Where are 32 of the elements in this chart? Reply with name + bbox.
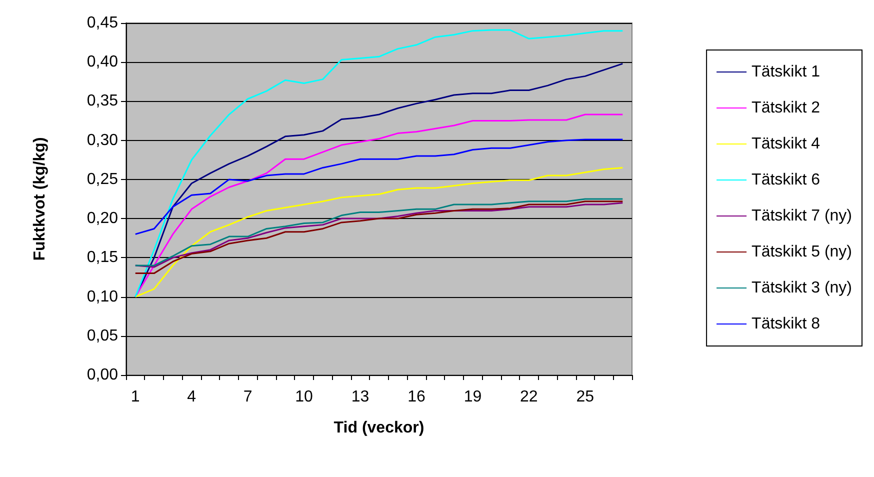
- line-series: [134, 138, 624, 235]
- legend-label: Tätskikt 2: [752, 100, 820, 116]
- y-tick-label: 0,25: [86, 170, 118, 188]
- x-tick-label: 1: [130, 388, 140, 406]
- x-axis-title: Tid (veckor): [334, 420, 424, 436]
- x-tick-label: 16: [408, 388, 426, 406]
- y-axis-title: Fuktkvot (kg/kg): [32, 137, 48, 261]
- y-tick-label: 0,30: [86, 132, 118, 149]
- x-tick-label: 7: [243, 388, 252, 406]
- legend-label: Tätskikt 4: [752, 136, 820, 152]
- x-tick-label: 13: [351, 388, 370, 406]
- line-series: [134, 114, 624, 298]
- x-tick-label: 4: [187, 388, 196, 406]
- y-tick-label: 0,20: [86, 210, 118, 228]
- y-tick-label: 0,45: [86, 14, 118, 32]
- legend-label: Tätskikt 1: [752, 64, 820, 80]
- legend-label: Tätskikt 3 (ny): [752, 280, 852, 296]
- legend-label: Tätskikt 5 (ny): [752, 244, 852, 260]
- y-tick-label: 0,40: [86, 54, 118, 71]
- y-tick-label: 0,35: [86, 92, 118, 110]
- legend-label: Tätskikt 6: [752, 172, 820, 188]
- line-series: [134, 166, 624, 298]
- y-tick-label: 0,15: [86, 249, 118, 266]
- x-tick-label: 22: [520, 388, 538, 406]
- legend-label: Tätskikt 7 (ny): [752, 208, 852, 224]
- y-tick-label: 0,10: [86, 288, 118, 306]
- x-tick-label: 19: [464, 388, 482, 406]
- x-tick-label: 10: [295, 388, 314, 406]
- y-tick-label: 0,05: [86, 327, 118, 344]
- y-tick-label: 0,00: [86, 366, 118, 384]
- x-tick-label: 25: [576, 388, 594, 406]
- legend-label: Tätskikt 8: [752, 316, 820, 332]
